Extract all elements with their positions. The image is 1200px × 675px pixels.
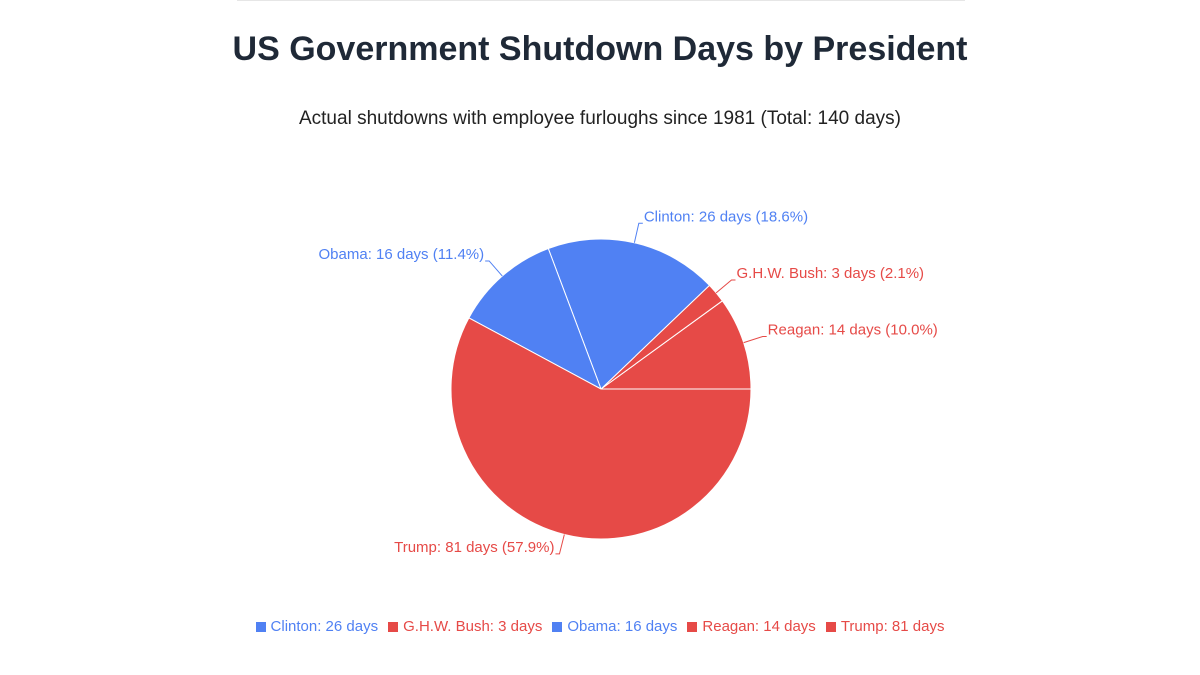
legend-swatch xyxy=(388,621,399,632)
top-divider xyxy=(237,0,965,1)
chart-title: US Government Shutdown Days by President xyxy=(232,30,968,68)
legend-swatch xyxy=(825,621,836,632)
legend-swatch xyxy=(687,621,698,632)
legend-item-clinton[interactable]: Clinton: 26 days xyxy=(255,618,379,635)
legend-item-g-h-w-bush[interactable]: G.H.W. Bush: 3 days xyxy=(388,618,542,635)
slice-label-obama: Obama: 16 days (11.4%) xyxy=(319,246,485,263)
legend: Clinton: 26 days G.H.W. Bush: 3 days Obama… xyxy=(0,618,1200,635)
slice-label-trump: Trump: 81 days (57.9%) xyxy=(394,539,554,556)
legend-item-reagan[interactable]: Reagan: 14 days xyxy=(687,618,816,635)
leader-line-obama xyxy=(485,260,503,277)
leader-line-reagan xyxy=(743,335,767,344)
legend-item-trump[interactable]: Trump: 81 days xyxy=(825,618,945,635)
pie-slice-obama[interactable] xyxy=(468,247,602,391)
legend-label: G.H.W. Bush: 3 days xyxy=(403,618,543,635)
legend-label: Reagan: 14 days xyxy=(702,618,816,635)
slice-label-reagan: Reagan: 14 days (10.0%) xyxy=(768,321,938,338)
legend-swatch xyxy=(255,621,266,632)
slice-label-clinton: Clinton: 26 days (18.6%) xyxy=(644,208,808,225)
leader-line-clinton xyxy=(633,222,643,243)
slice-label-g-h-w-bush: G.H.W. Bush: 3 days (2.1%) xyxy=(736,265,924,282)
leader-line-trump xyxy=(555,534,565,555)
leader-line-g-h-w-bush xyxy=(715,279,736,294)
legend-label: Obama: 16 days xyxy=(567,618,678,635)
chart-subtitle: Actual shutdowns with employee furloughs… xyxy=(298,108,901,129)
pie-slice-clinton[interactable] xyxy=(547,238,711,390)
legend-label: Trump: 81 days xyxy=(840,618,945,635)
legend-swatch xyxy=(552,621,563,632)
legend-item-obama[interactable]: Obama: 16 days xyxy=(552,618,677,635)
legend-label: Clinton: 26 days xyxy=(270,618,379,635)
